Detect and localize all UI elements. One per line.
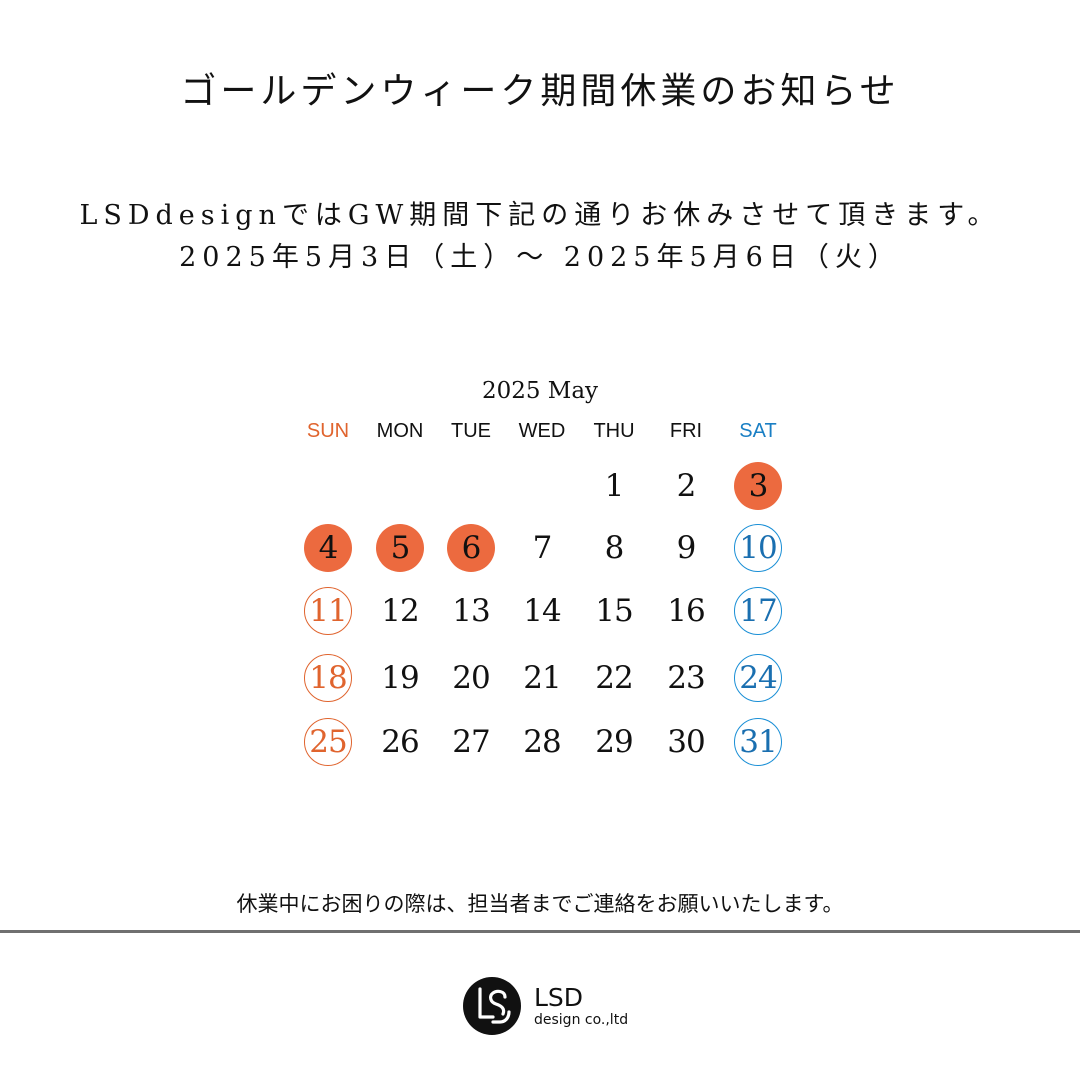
weekday-sun: SUN	[306, 420, 350, 442]
calendar-day-18: 18	[304, 654, 352, 702]
calendar-day-30: 30	[667, 723, 705, 760]
page-title: ゴールデンウィーク期間休業のお知らせ	[180, 71, 900, 112]
calendar-weekday-header: SUN MON TUE WED THU FRI SAT	[0, 416, 1080, 446]
calendar-month-label: 2025 May	[481, 378, 599, 404]
calendar-day-9: 9	[676, 529, 697, 566]
calendar-day-17: 17	[734, 587, 782, 635]
contact-notice: 休業中にお困りの際は、担当者までご連絡をお願いいたします。	[236, 892, 844, 916]
weekday-mon: MON	[376, 420, 424, 442]
calendar-day-29: 29	[595, 723, 633, 760]
calendar-day-2: 2	[676, 467, 697, 504]
calendar-day-23: 23	[667, 659, 705, 696]
calendar-day-28: 28	[523, 723, 561, 760]
logo-wordmark: LSD	[534, 983, 584, 1012]
lsd-logo-mark-icon	[463, 977, 521, 1035]
calendar-holiday-6: 6	[447, 524, 495, 572]
calendar-day-12: 12	[381, 592, 419, 629]
calendar-day-20: 20	[452, 659, 490, 696]
calendar-day-27: 27	[452, 723, 490, 760]
calendar-day-10: 10	[734, 524, 782, 572]
calendar-day-13: 13	[452, 592, 490, 629]
weekday-sat: SAT	[739, 420, 777, 442]
calendar-day-11: 11	[304, 587, 352, 635]
calendar-day-16: 16	[667, 592, 705, 629]
calendar-day-22: 22	[595, 659, 633, 696]
weekday-fri: FRI	[669, 420, 703, 442]
calendar-day-14: 14	[523, 592, 561, 629]
logo-subtext: design co.,ltd	[534, 1012, 629, 1028]
weekday-tue: TUE	[451, 420, 491, 442]
calendar-day-24: 24	[734, 654, 782, 702]
calendar-day-1: 1	[604, 467, 625, 504]
calendar-holiday-3: 3	[734, 462, 782, 510]
calendar-day-21: 21	[523, 659, 561, 696]
weekday-wed: WED	[518, 420, 566, 442]
calendar-day-8: 8	[604, 529, 625, 566]
calendar-day-15: 15	[595, 592, 633, 629]
calendar-day-19: 19	[381, 659, 419, 696]
calendar-day-25: 25	[304, 718, 352, 766]
weekday-thu: THU	[593, 420, 635, 442]
calendar-day-26: 26	[381, 723, 419, 760]
calendar-holiday-5: 5	[376, 524, 424, 572]
closure-message: LSDdesignではGW期間下記の通りお休みさせて頂きます。	[79, 200, 1001, 231]
closure-period: 2025年5月3日（土）～ 2025年5月6日（火）	[179, 242, 901, 273]
calendar-day-7: 7	[532, 529, 553, 566]
footer-divider	[0, 930, 1080, 933]
calendar-day-31: 31	[734, 718, 782, 766]
calendar-holiday-4: 4	[304, 524, 352, 572]
